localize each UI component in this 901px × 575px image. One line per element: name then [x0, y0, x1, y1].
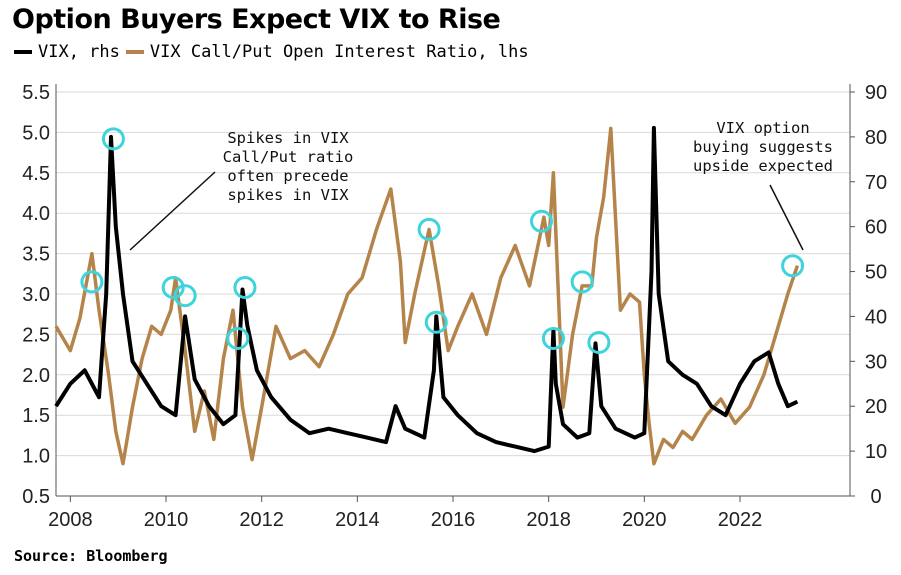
annotation-left-line: spikes in VIX [227, 186, 349, 204]
highlight-circle [424, 310, 448, 334]
left-tick-label: 4.0 [22, 203, 50, 225]
legend-label-vix: VIX, rhs [38, 42, 120, 62]
highlight-circle [233, 276, 257, 300]
annotation-left: Spikes in VIX Call/Put ratio often precede… [223, 129, 354, 204]
x-tick-label: 2010 [144, 509, 189, 531]
right-tick-label: 0 [870, 486, 881, 508]
right-tick-label: 50 [865, 262, 887, 284]
left-tick-label: 3.0 [22, 284, 50, 306]
legend-item-ratio: VIX Call/Put Open Interest Ratio, lhs [124, 42, 529, 62]
highlight-circle [226, 326, 250, 350]
annotation-left-leader [129, 171, 216, 251]
left-tick-label: 0.5 [22, 486, 50, 508]
legend: VIX, rhs VIX Call/Put Open Interest Rati… [12, 42, 533, 62]
left-tick-label: 4.5 [22, 163, 50, 185]
x-tick-label: 2008 [48, 509, 93, 531]
right-tick-label: 80 [865, 127, 887, 149]
highlight-circle [587, 330, 611, 354]
left-tick-label: 5.0 [22, 122, 50, 144]
highlight-circle [570, 270, 594, 294]
x-tick-label: 2022 [718, 509, 763, 531]
x-tick-label: 2020 [622, 509, 667, 531]
right-tick-label: 20 [865, 396, 887, 418]
highlight-circle [529, 209, 553, 233]
right-tick-label: 70 [865, 172, 887, 194]
highlight-circle [173, 284, 197, 308]
right-tick-label: 90 [865, 82, 887, 104]
highlight-circle [80, 270, 104, 294]
legend-item-vix: VIX, rhs [12, 42, 120, 62]
chart-title: Option Buyers Expect VIX to Rise [12, 4, 501, 35]
left-tick-label: 5.5 [22, 82, 50, 104]
x-tick-label: 2012 [239, 509, 284, 531]
highlight-circle [161, 276, 185, 300]
left-tick-label: 2.5 [22, 324, 50, 346]
annotation-left-line: Call/Put ratio [223, 148, 354, 166]
left-tick-label: 3.5 [22, 244, 50, 266]
right-tick-label: 30 [865, 351, 887, 373]
annotation-right-line: upside expected [693, 157, 833, 175]
source-note: Source: Bloomberg [14, 547, 168, 565]
right-tick-label: 40 [865, 306, 887, 328]
legend-swatch-ratio [125, 50, 144, 54]
annotation-left-line: often precede [227, 167, 348, 185]
left-tick-label: 1.0 [22, 446, 50, 468]
vix-series-line [54, 125, 799, 454]
right-tick-label: 10 [865, 441, 887, 463]
legend-swatch-vix [14, 50, 32, 54]
annotation-left-line: Spikes in VIX [227, 129, 349, 147]
annotation-right-line: buying suggests [693, 138, 833, 156]
highlight-circle [541, 326, 565, 350]
highlight-circle [417, 217, 441, 241]
right-tick-label: 60 [865, 217, 887, 239]
left-tick-label: 1.5 [22, 405, 50, 427]
x-tick-label: 2014 [335, 509, 380, 531]
legend-label-ratio: VIX Call/Put Open Interest Ratio, lhs [149, 42, 529, 62]
left-tick-label: 2.0 [22, 365, 50, 387]
highlight-circle [781, 254, 805, 278]
annotation-right: VIX option buying suggests upside expected [693, 119, 833, 175]
x-tick-label: 2016 [431, 509, 476, 531]
ratio-series-line [54, 126, 800, 466]
highlight-circle [101, 127, 125, 151]
annotation-right-line: VIX option [716, 119, 809, 137]
x-tick-label: 2018 [526, 509, 571, 531]
annotation-right-leader [769, 184, 804, 251]
